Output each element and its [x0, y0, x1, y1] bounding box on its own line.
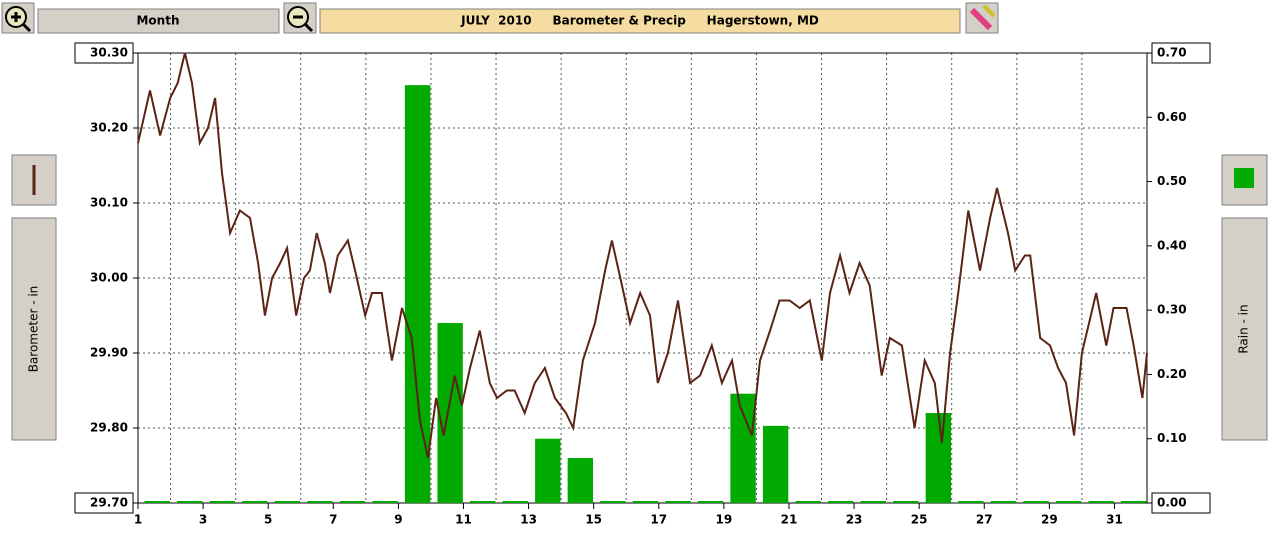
x-tick-label: 1	[134, 513, 142, 527]
month-label: Month	[136, 14, 179, 28]
bar	[502, 501, 528, 503]
bar	[177, 501, 203, 503]
zoom-out[interactable]	[283, 2, 317, 34]
x-tick-label: 21	[781, 513, 798, 527]
bar	[1023, 501, 1049, 503]
bar	[535, 438, 561, 503]
bar	[730, 393, 756, 503]
bar	[632, 501, 659, 503]
y2-tick-label: 0.20	[1157, 367, 1187, 381]
bar	[437, 323, 463, 503]
bar	[697, 501, 724, 503]
bar-legend-swatch	[1234, 168, 1254, 188]
x-tick-label: 29	[1041, 513, 1058, 527]
print-icon[interactable]	[965, 2, 999, 34]
bar	[372, 501, 398, 503]
month-button[interactable]	[37, 8, 280, 34]
bar	[795, 501, 821, 503]
x-tick-label: 31	[1106, 513, 1123, 527]
bar	[1120, 501, 1147, 503]
y-tick-label: 29.70	[90, 496, 128, 510]
x-tick-label: 23	[846, 513, 863, 527]
bar	[404, 85, 431, 504]
bar	[567, 458, 594, 503]
x-tick-label: 27	[976, 513, 993, 527]
x-tick-label: 11	[455, 513, 472, 527]
y2-tick-label: 0.60	[1157, 110, 1187, 124]
y-tick-label: 29.80	[90, 421, 128, 435]
bar	[600, 501, 626, 503]
bar	[762, 425, 789, 503]
x-tick-label: 17	[650, 513, 667, 527]
zoom-in[interactable]	[1, 2, 35, 34]
x-tick-label: 3	[199, 513, 207, 527]
bar	[990, 501, 1017, 503]
y2-tick-label: 0.10	[1157, 431, 1187, 445]
bar	[307, 501, 333, 503]
x-tick-label: 19	[716, 513, 733, 527]
y-tick-label: 29.90	[90, 346, 128, 360]
rain-button[interactable]	[1221, 217, 1268, 441]
x-tick-label: 13	[520, 513, 537, 527]
x-tick-label: 9	[394, 513, 402, 527]
bar	[893, 501, 919, 503]
y2-tick-label: 0.30	[1157, 303, 1187, 317]
bar	[1055, 501, 1082, 503]
x-tick-label: 25	[911, 513, 928, 527]
title-bar	[319, 8, 961, 34]
bar	[665, 501, 691, 503]
bar	[209, 501, 235, 503]
y2-tick-label: 0.50	[1157, 174, 1187, 188]
y-axis-label: Barometer - in	[27, 286, 41, 373]
bar	[469, 501, 496, 503]
y2-axis-label: Rain - in	[1237, 304, 1251, 353]
y-tick-label: 30.20	[90, 121, 128, 135]
y-tick-label: 30.30	[90, 46, 128, 60]
barometer-line	[137, 52, 1148, 459]
chart-title: JULY 2010 Barometer & Precip Hagerstown,…	[460, 14, 819, 28]
bar	[860, 501, 886, 503]
bar	[1088, 501, 1114, 503]
x-tick-label: 15	[585, 513, 602, 527]
bar	[958, 501, 984, 503]
bar	[144, 501, 170, 503]
x-tick-label: 7	[329, 513, 337, 527]
bar	[242, 501, 268, 503]
bar	[339, 501, 366, 503]
barometer-button[interactable]	[11, 217, 57, 441]
bar	[925, 413, 952, 503]
y2-tick-label: 0.70	[1157, 46, 1187, 60]
bar	[274, 501, 301, 503]
bar	[828, 501, 854, 503]
x-tick-label: 5	[264, 513, 272, 527]
y-tick-label: 30.00	[90, 271, 128, 285]
y2-tick-label: 0.40	[1157, 238, 1187, 252]
y-tick-label: 30.10	[90, 196, 128, 210]
y2-tick-label: 0.00	[1157, 496, 1187, 510]
